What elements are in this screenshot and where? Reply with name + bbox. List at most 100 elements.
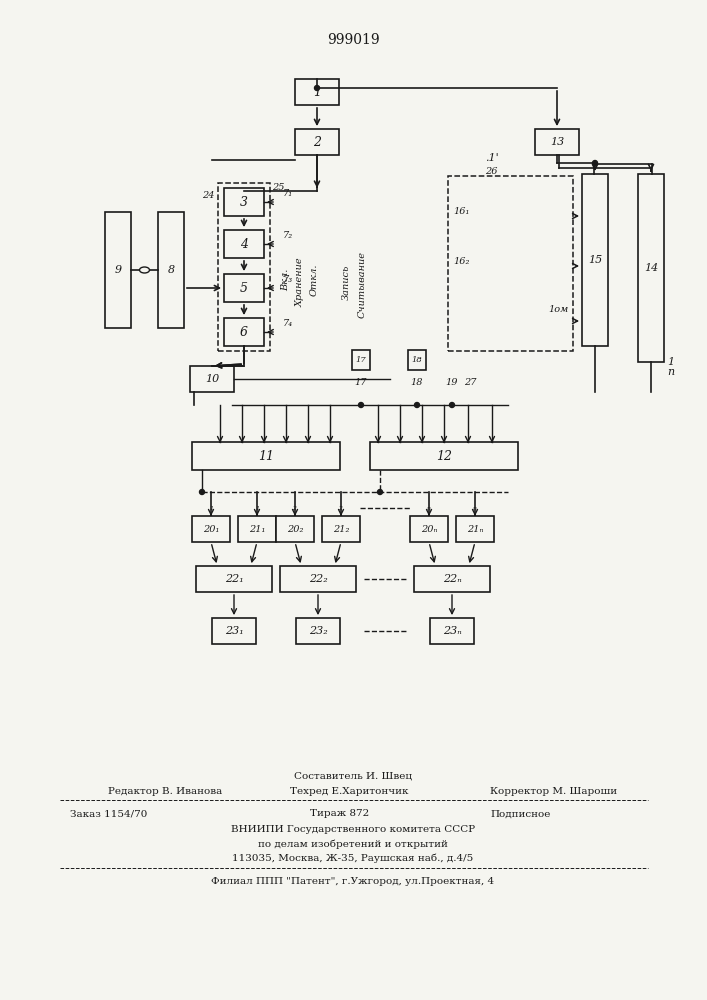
- Text: 1: 1: [313, 86, 321, 99]
- Bar: [192, 442, 340, 470]
- Bar: [224, 274, 264, 302]
- Text: 6: 6: [240, 326, 248, 338]
- Circle shape: [315, 86, 320, 91]
- Bar: [276, 516, 314, 542]
- Text: ₁: ₁: [255, 504, 259, 512]
- Circle shape: [358, 402, 363, 408]
- Bar: [430, 618, 474, 644]
- Text: 24: 24: [202, 192, 215, 200]
- Text: 7₄: 7₄: [283, 319, 293, 328]
- Bar: [370, 442, 518, 470]
- Text: 22ₙ: 22ₙ: [443, 574, 462, 584]
- Bar: [408, 350, 426, 370]
- Text: Запись: Запись: [341, 264, 351, 300]
- Text: 18: 18: [411, 356, 422, 364]
- Text: 7₃: 7₃: [283, 275, 293, 284]
- Text: 23₂: 23₂: [309, 626, 327, 636]
- Text: Хранение: Хранение: [296, 257, 305, 307]
- Text: по делам изобретений и открытий: по делам изобретений и открытий: [258, 839, 448, 849]
- Bar: [295, 129, 339, 155]
- Text: ₙ: ₙ: [473, 504, 477, 512]
- Bar: [352, 350, 370, 370]
- Text: Техред Е.Харитончик: Техред Е.Харитончик: [290, 788, 409, 796]
- Text: 26: 26: [486, 166, 498, 176]
- Text: .1': .1': [485, 153, 498, 163]
- Text: ВНИИПИ Государственного комитета СССР: ВНИИПИ Государственного комитета СССР: [231, 826, 475, 834]
- Circle shape: [450, 402, 455, 408]
- Text: 999019: 999019: [327, 33, 380, 47]
- Text: 20₁: 20₁: [203, 524, 219, 534]
- Text: ₁: ₁: [209, 504, 213, 512]
- Bar: [224, 318, 264, 346]
- Text: Тираж 872: Тираж 872: [310, 810, 369, 818]
- Text: 17: 17: [356, 356, 366, 364]
- Text: Филиал ППП "Патент", г.Ужгород, ул.Проектная, 4: Филиал ППП "Патент", г.Ужгород, ул.Проек…: [211, 878, 495, 886]
- Bar: [582, 174, 608, 346]
- Text: 21₁: 21₁: [249, 524, 265, 534]
- Text: ₂: ₂: [339, 504, 343, 512]
- Bar: [224, 188, 264, 216]
- Text: Составитель И. Швец: Составитель И. Швец: [294, 772, 412, 780]
- Text: 20ₙ: 20ₙ: [421, 524, 437, 534]
- Ellipse shape: [139, 267, 149, 273]
- Bar: [192, 516, 230, 542]
- Text: 21₂: 21₂: [333, 524, 349, 534]
- Bar: [105, 212, 131, 328]
- Text: 19: 19: [445, 378, 458, 387]
- Text: ₂: ₂: [293, 504, 297, 512]
- Text: Считывание: Считывание: [358, 251, 366, 318]
- Bar: [212, 618, 256, 644]
- Bar: [196, 566, 272, 592]
- Text: 8: 8: [168, 265, 175, 275]
- Text: 23ₙ: 23ₙ: [443, 626, 462, 636]
- Bar: [448, 176, 573, 351]
- Text: Вкл.: Вкл.: [281, 269, 291, 291]
- Bar: [322, 516, 360, 542]
- Bar: [414, 566, 490, 592]
- Bar: [456, 516, 494, 542]
- Text: ₙ: ₙ: [427, 504, 431, 512]
- Text: Откл.: Откл.: [310, 264, 318, 296]
- Text: п: п: [667, 367, 674, 377]
- Text: Подписное: Подписное: [490, 810, 550, 818]
- Bar: [158, 212, 184, 328]
- Text: Редактор В. Иванова: Редактор В. Иванова: [108, 788, 222, 796]
- Text: 16₂: 16₂: [453, 257, 469, 266]
- Text: 1ом: 1ом: [548, 304, 568, 314]
- Text: 7₂: 7₂: [283, 231, 293, 240]
- Text: 14: 14: [644, 263, 658, 273]
- Bar: [224, 230, 264, 258]
- Bar: [238, 516, 276, 542]
- Circle shape: [199, 489, 204, 494]
- Bar: [280, 566, 356, 592]
- Text: 16₁: 16₁: [453, 208, 469, 217]
- Bar: [190, 366, 234, 392]
- Text: 1: 1: [667, 357, 674, 367]
- Text: 2: 2: [313, 135, 321, 148]
- Text: Корректор М. Шароши: Корректор М. Шароши: [490, 788, 617, 796]
- Text: 12: 12: [436, 450, 452, 462]
- Bar: [535, 129, 579, 155]
- Text: 20₂: 20₂: [287, 524, 303, 534]
- Text: 27: 27: [464, 378, 477, 387]
- Text: 4: 4: [240, 237, 248, 250]
- Circle shape: [414, 402, 419, 408]
- Text: 22₂: 22₂: [309, 574, 327, 584]
- Bar: [296, 618, 340, 644]
- Bar: [295, 79, 339, 105]
- Text: Заказ 1154/70: Заказ 1154/70: [70, 810, 147, 818]
- Text: 21ₙ: 21ₙ: [467, 524, 484, 534]
- Text: 18: 18: [411, 378, 423, 387]
- Text: 17: 17: [355, 378, 367, 387]
- Text: 113035, Москва, Ж-35, Раушская наб., д.4/5: 113035, Москва, Ж-35, Раушская наб., д.4…: [233, 853, 474, 863]
- Text: 3: 3: [240, 196, 248, 209]
- Text: 25: 25: [272, 183, 284, 192]
- Text: 13: 13: [550, 137, 564, 147]
- Text: 5: 5: [240, 282, 248, 294]
- Text: 11: 11: [258, 450, 274, 462]
- Text: 22₁: 22₁: [225, 574, 243, 584]
- Text: 9: 9: [115, 265, 122, 275]
- Text: 23₁: 23₁: [225, 626, 243, 636]
- Circle shape: [592, 160, 597, 165]
- Text: 15: 15: [588, 255, 602, 265]
